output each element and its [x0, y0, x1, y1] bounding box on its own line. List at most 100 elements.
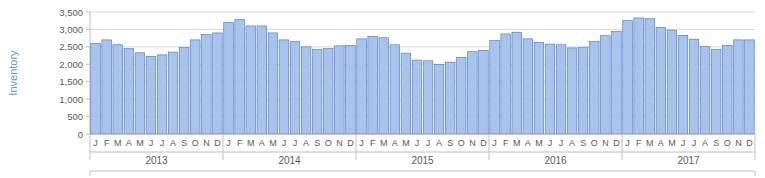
bar	[202, 35, 212, 134]
x-tick-label: S	[580, 138, 586, 148]
x-tick-label: O	[458, 138, 465, 148]
x-tick-label: J	[226, 138, 231, 148]
x-tick-label: M	[668, 138, 676, 148]
bracket-tick	[90, 171, 91, 176]
grid-line	[90, 134, 755, 135]
group-separator	[489, 134, 490, 160]
bar	[390, 45, 400, 134]
x-tick-label: D	[613, 138, 620, 148]
group-label: 2013	[145, 155, 168, 166]
y-tick	[86, 64, 90, 65]
bar	[745, 40, 755, 134]
bar	[379, 38, 389, 134]
x-tick-label: M	[114, 138, 122, 148]
x-tick-label: J	[426, 138, 431, 148]
bar	[423, 61, 433, 134]
bracket-tick	[755, 171, 756, 176]
bar	[434, 64, 444, 134]
x-tick-label: M	[136, 138, 144, 148]
bar	[501, 34, 511, 134]
x-tick-label: J	[492, 138, 497, 148]
y-tick-label: 0	[78, 129, 83, 140]
x-tick-label: A	[525, 138, 531, 148]
bar	[490, 41, 500, 134]
x-tick-label: N	[336, 138, 343, 148]
group-separator	[90, 134, 91, 160]
x-tick-label: J	[160, 138, 165, 148]
bar	[623, 20, 633, 134]
bar	[656, 27, 666, 134]
group-label: 2017	[677, 155, 700, 166]
bar	[102, 40, 112, 134]
y-tick-label: 3,000	[59, 24, 83, 35]
x-tick-label: F	[370, 138, 376, 148]
bar	[678, 35, 688, 134]
bar	[91, 43, 101, 134]
bar	[534, 42, 544, 134]
group-label: 2015	[411, 155, 434, 166]
x-tick-label: S	[314, 138, 320, 148]
bar	[335, 46, 345, 134]
y-tick-label: 2,000	[59, 59, 83, 70]
x-tick-label: F	[104, 138, 110, 148]
x-tick-label: J	[681, 138, 686, 148]
x-tick-label: A	[392, 138, 398, 148]
x-tick-label: J	[149, 138, 154, 148]
bar	[235, 20, 245, 134]
bar	[357, 39, 367, 134]
grid-line	[90, 99, 755, 100]
bar	[645, 19, 655, 134]
bar	[711, 50, 721, 134]
bar	[179, 48, 189, 134]
bar	[412, 60, 422, 134]
x-tick-label: O	[325, 138, 332, 148]
x-tick-label: J	[293, 138, 298, 148]
bar	[213, 33, 223, 134]
bar	[312, 50, 322, 134]
x-tick-label: F	[237, 138, 243, 148]
x-tick-label: J	[625, 138, 630, 148]
bar	[368, 36, 378, 134]
grid-line	[90, 46, 755, 47]
x-tick-label: J	[282, 138, 287, 148]
y-tick-label: 3,500	[59, 7, 83, 18]
bar	[723, 45, 733, 134]
y-tick-label: 1,000	[59, 94, 83, 105]
group-separator	[755, 134, 756, 160]
x-tick-label: N	[203, 138, 210, 148]
x-tick-label: S	[713, 138, 719, 148]
bar	[268, 33, 278, 134]
x-tick-label: J	[415, 138, 420, 148]
bar	[567, 48, 577, 134]
x-tick-label: O	[192, 138, 199, 148]
grid-line	[90, 12, 755, 13]
bar	[523, 39, 533, 134]
bar	[301, 47, 311, 134]
y-tick	[86, 116, 90, 117]
x-tick-label: O	[724, 138, 731, 148]
x-tick-label: D	[214, 138, 221, 148]
bar	[601, 36, 611, 134]
x-tick-label: A	[303, 138, 309, 148]
bar	[191, 40, 201, 134]
x-tick-label: N	[735, 138, 742, 148]
x-tick-label: S	[181, 138, 187, 148]
x-tick-label: M	[646, 138, 654, 148]
grid-line	[90, 116, 755, 117]
x-tick-label: D	[480, 138, 487, 148]
x-tick-label: M	[247, 138, 255, 148]
bar	[346, 45, 356, 134]
bar	[556, 45, 566, 134]
bar	[257, 26, 267, 134]
bar	[612, 32, 622, 134]
x-tick-label: A	[569, 138, 575, 148]
y-tick	[86, 81, 90, 82]
bar	[689, 39, 699, 134]
x-tick-label: O	[591, 138, 598, 148]
grid-line	[90, 29, 755, 30]
y-tick	[86, 29, 90, 30]
x-tick-label: J	[359, 138, 364, 148]
y-tick	[86, 46, 90, 47]
x-tick-label: J	[692, 138, 697, 148]
x-tick-label: M	[269, 138, 277, 148]
